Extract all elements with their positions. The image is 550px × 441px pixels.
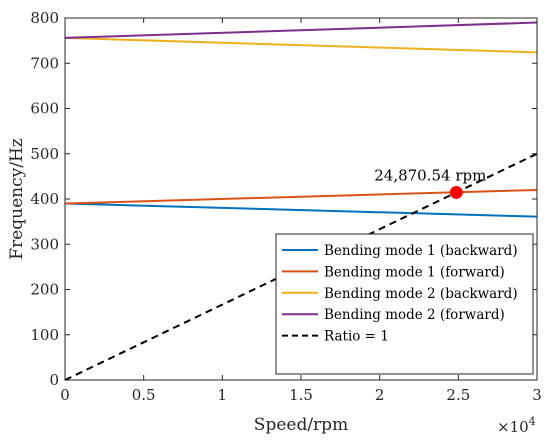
y-tick-label: 700 [30, 54, 59, 72]
tick-labels: 0 0.5 1 1.5 2 2.5 3 0 100 200 300 400 500 600 700 800 [30, 9, 541, 404]
legend-label-2: Bending mode 1 (forward) [324, 264, 505, 280]
x-exponent-power: 4 [529, 415, 536, 428]
series-line-1 [64, 202, 538, 218]
ticks [64, 17, 538, 381]
series-line-3 [64, 36, 538, 54]
y-tick-label: 400 [30, 190, 59, 208]
x-tick-label: 1.5 [289, 386, 313, 404]
x-axis-exponent: ×104 [497, 415, 536, 436]
legend-label-3: Bending mode 2 (backward) [324, 286, 518, 302]
series-line-4 [64, 21, 538, 39]
x-tick-label: 0.5 [132, 386, 156, 404]
intersection-marker [449, 185, 463, 199]
annotation-layer: 24,870.54 rpm [374, 166, 486, 199]
legend: Bending mode 1 (backward) Bending mode 1 … [275, 233, 534, 375]
legend-label-1: Bending mode 1 (backward) [324, 243, 518, 259]
x-axis-label: Speed/rpm [254, 415, 348, 435]
y-tick-label: 600 [30, 100, 59, 118]
y-tick-label: 800 [30, 9, 59, 27]
y-axis-label: Frequency/Hz [7, 138, 27, 260]
x-tick-label: 2 [375, 386, 385, 404]
x-tick-label: 3 [532, 386, 542, 404]
series-line-2 [64, 188, 538, 205]
x-exponent-base: ×10 [497, 418, 529, 436]
y-tick-label: 0 [49, 371, 59, 389]
legend-label-4: Bending mode 2 (forward) [324, 307, 505, 323]
y-tick-label: 200 [30, 281, 59, 299]
annotation-label: 24,870.54 rpm [374, 166, 486, 184]
y-tick-label: 300 [30, 235, 59, 253]
y-tick-label: 500 [30, 145, 59, 163]
x-tick-label: 2.5 [446, 386, 470, 404]
y-tick-label: 100 [30, 326, 59, 344]
legend-box [275, 233, 534, 375]
x-tick-label: 1 [218, 386, 228, 404]
x-tick-label: 0 [60, 386, 70, 404]
legend-label-5: Ratio = 1 [324, 329, 389, 345]
